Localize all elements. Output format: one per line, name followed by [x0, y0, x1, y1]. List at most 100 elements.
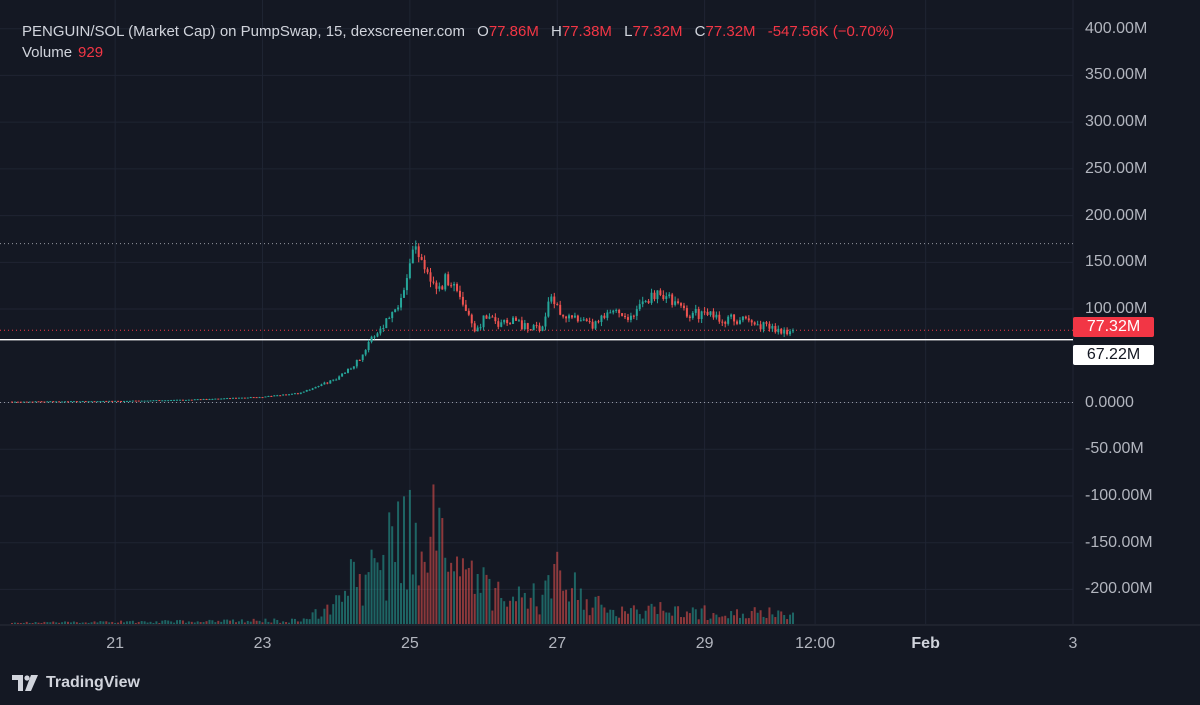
- volume-bar: [606, 612, 609, 624]
- candle-body: [13, 401, 16, 403]
- volume-bar: [344, 590, 347, 624]
- volume-bar: [305, 618, 308, 624]
- y-tick-label: 250.00M: [1085, 159, 1148, 177]
- candle-body: [338, 376, 341, 380]
- candle-body: [66, 401, 69, 403]
- candle-body: [429, 272, 432, 282]
- volume-bar: [164, 620, 167, 624]
- volume-bar: [565, 589, 568, 624]
- volume-bar: [476, 573, 479, 624]
- candle-body: [624, 315, 627, 318]
- volume-bar: [176, 620, 179, 624]
- ohlc-legend: PENGUIN/SOL (Market Cap) on PumpSwap, 15…: [22, 21, 894, 43]
- candle-body: [609, 312, 612, 314]
- volume-bar: [656, 614, 659, 624]
- symbol-title[interactable]: PENGUIN/SOL (Market Cap) on PumpSwap, 15…: [22, 23, 465, 40]
- volume-bar: [255, 620, 258, 624]
- low-value: 77.32M: [632, 23, 683, 40]
- reference-lines: [0, 243, 1073, 404]
- candle-body: [285, 394, 288, 396]
- volume-bar: [582, 609, 585, 624]
- volume-bar: [491, 610, 494, 624]
- volume-bar: [391, 526, 394, 624]
- volume-bar: [173, 622, 176, 624]
- volume-bar: [84, 622, 87, 624]
- volume-bar: [69, 622, 72, 624]
- candle-body: [376, 333, 379, 337]
- volume-bar: [559, 570, 562, 624]
- volume-bar: [426, 572, 429, 624]
- volume-bar: [400, 583, 403, 624]
- volume-bar: [659, 602, 662, 624]
- volume-bar: [783, 615, 786, 624]
- candle-body: [22, 401, 25, 403]
- candle-body: [373, 336, 376, 338]
- volume-bar: [329, 614, 332, 624]
- candle-body: [81, 401, 84, 403]
- candle-body: [467, 310, 470, 315]
- candle-body: [246, 397, 249, 399]
- candle-body: [308, 389, 311, 391]
- grid-lines: [0, 0, 1200, 626]
- candle-body: [205, 398, 208, 400]
- candle-body: [612, 310, 615, 313]
- candle-body: [152, 400, 155, 402]
- volume-bar: [438, 507, 441, 624]
- volume-bar: [385, 600, 388, 624]
- volume-bar: [120, 620, 123, 624]
- volume-bar: [765, 617, 768, 624]
- tradingview-logo[interactable]: TradingView: [12, 674, 140, 692]
- tradingview-logo-icon: [12, 675, 38, 691]
- open-value: 77.86M: [488, 23, 539, 40]
- candle-body: [423, 259, 426, 270]
- volume-bar: [364, 574, 367, 624]
- volume-bar: [131, 620, 134, 624]
- candle-body: [164, 400, 167, 402]
- volume-bar: [529, 597, 532, 624]
- volume-bar: [464, 569, 467, 624]
- candle-body: [662, 294, 665, 300]
- candle-body: [40, 401, 43, 403]
- candle-body: [417, 246, 420, 258]
- volume-bar: [612, 609, 615, 624]
- volume-bar: [190, 621, 193, 624]
- volume-bar: [273, 618, 276, 624]
- volume-bar: [237, 621, 240, 624]
- candle-body: [694, 309, 697, 313]
- candle-body: [774, 325, 777, 333]
- candle-body: [565, 316, 568, 319]
- candle-body: [506, 319, 509, 324]
- volume-bar: [326, 604, 329, 624]
- volume-bar: [323, 608, 326, 624]
- volume-bar: [243, 622, 246, 624]
- volume-bar: [624, 611, 627, 624]
- volume-bar: [125, 621, 128, 624]
- volume-bar: [25, 621, 28, 624]
- close-value: 77.32M: [705, 23, 756, 40]
- candle-body: [697, 309, 700, 319]
- candle-body: [629, 315, 632, 320]
- volume-bar: [688, 613, 691, 624]
- horizontal-line-tag[interactable]: 67.22M: [1073, 344, 1154, 365]
- candle-body: [25, 401, 28, 403]
- candle-body: [344, 372, 347, 374]
- candle-body: [680, 303, 683, 306]
- candle-body: [715, 314, 718, 318]
- candle-body: [87, 401, 90, 403]
- volume-bar: [756, 612, 759, 624]
- candle-body: [314, 386, 317, 389]
- candle-body: [792, 330, 795, 332]
- volume-bar: [37, 622, 40, 624]
- candle-body: [538, 325, 541, 331]
- candle-body: [727, 316, 730, 324]
- volume-bar: [376, 562, 379, 624]
- volume-label[interactable]: Volume: [22, 44, 73, 61]
- candle-body: [736, 321, 739, 324]
- candle-body: [397, 307, 400, 310]
- change-value: -547.56K (−0.70%): [767, 23, 895, 40]
- candle-body: [240, 397, 243, 399]
- volume-bar: [682, 617, 685, 624]
- candle-body: [458, 290, 461, 297]
